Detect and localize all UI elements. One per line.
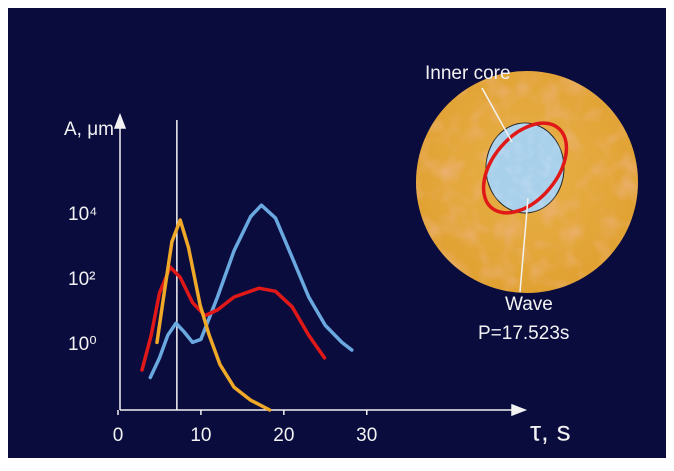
axes (113, 112, 528, 417)
x-axis-label: τ, s (530, 415, 571, 446)
x-tick-label: 30 (356, 425, 377, 446)
series-line (140, 265, 327, 372)
planet-diagram: Inner core Wave P=17.523s (416, 63, 638, 344)
annotation: Wave (505, 294, 553, 315)
annotation: P=17.523s (478, 323, 569, 344)
series-line (148, 203, 354, 380)
series-line (155, 218, 272, 412)
core-texture (486, 123, 564, 213)
x-tick-label: 10 (190, 425, 211, 446)
y-arrow (113, 112, 127, 129)
y-tick-label: 10² (68, 269, 95, 290)
x-arrow (511, 403, 528, 417)
core-pointer (481, 87, 513, 143)
x-tick-label: 20 (273, 425, 294, 446)
y-tick-label: 10⁴ (68, 204, 97, 225)
x-tick-label: 0 (113, 425, 124, 446)
wave-pointer (519, 197, 529, 293)
y-tick-label: 10⁰ (68, 334, 97, 355)
y-axis-label: A, μm (64, 119, 114, 140)
wave-ellipse (481, 121, 569, 215)
annotation: Inner core (425, 63, 511, 84)
